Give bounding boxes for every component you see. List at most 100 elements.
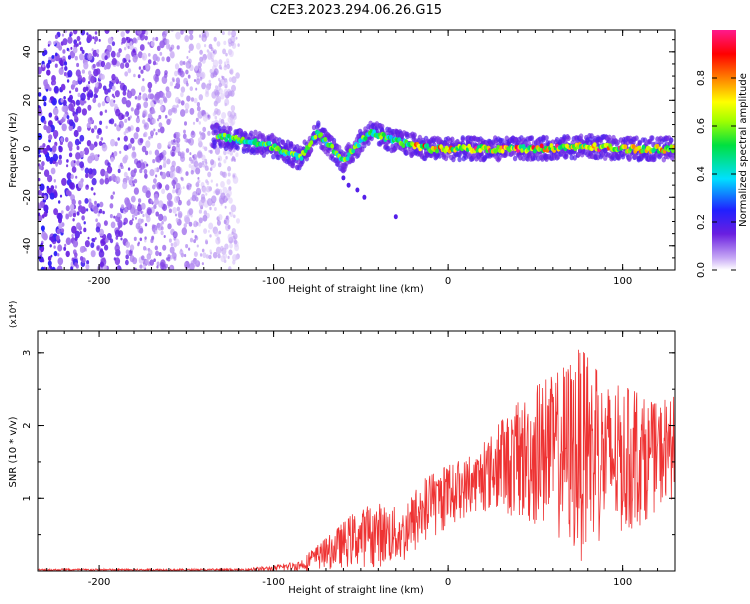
spectrogram-noise-blob xyxy=(38,212,41,217)
spectrogram-noise-blob xyxy=(216,220,221,226)
spectrogram-signal-core xyxy=(478,148,483,153)
spectrogram-signal-halo xyxy=(290,162,296,169)
spectrogram-noise-blob xyxy=(165,184,170,191)
spectrogram-noise-blob xyxy=(209,206,212,211)
spectrogram-signal-halo xyxy=(637,139,642,146)
spectrogram-noise-blob xyxy=(64,66,68,71)
spectrogram-noise-blob xyxy=(49,236,52,241)
spectrogram-noise-blob xyxy=(111,152,114,156)
spectrogram-noise-blob xyxy=(70,46,73,50)
spectrogram-noise-blob xyxy=(43,101,47,107)
spectrogram-noise-blob xyxy=(225,193,231,200)
spectrogram-noise-blob xyxy=(104,171,109,177)
spectrogram-noise-blob xyxy=(215,246,222,255)
spectrogram-noise-blob xyxy=(115,108,121,117)
colorbar: 0.0 0.2 0.4 0.6 0.8 Normalized spectral ampl… xyxy=(696,30,749,278)
spectrogram-noise-blob xyxy=(228,266,232,270)
spectrogram-noise-blob xyxy=(62,49,66,54)
spectrogram-noise-blob xyxy=(196,106,201,112)
spectrogram-noise-blob xyxy=(137,51,143,59)
spectrogram-noise-blob xyxy=(81,215,85,221)
colorbar-tick-label: 0.2 xyxy=(696,214,707,230)
spectrogram-noise-blob xyxy=(170,108,174,113)
spectrogram-noise-blob xyxy=(133,236,137,241)
spectrogram-noise-blob xyxy=(60,98,64,103)
spectrogram-noise-blob xyxy=(45,88,49,92)
spectrogram-noise-blob xyxy=(197,137,202,143)
spectrogram-noise-blob xyxy=(110,221,116,229)
spectrogram-noise-blob xyxy=(47,260,52,267)
spectrogram-noise-blob xyxy=(230,204,237,213)
spectrogram-noise-blob xyxy=(48,87,52,92)
spectrogram-noise-blob xyxy=(75,175,78,179)
spectrogram-noise-blob xyxy=(45,79,48,82)
spectrogram-signal-core xyxy=(401,143,406,149)
spectrogram-noise-blob xyxy=(139,168,143,174)
spectrogram-noise-blob xyxy=(207,114,210,118)
spectrogram-signal-core xyxy=(549,143,554,148)
spectrogram-noise-blob xyxy=(165,38,170,45)
spectrogram-signal-fragment xyxy=(355,187,360,193)
spectrogram-signal-fragment xyxy=(341,175,346,181)
spectrogram-signal-halo xyxy=(460,136,465,143)
spectrogram-noise-blob xyxy=(156,261,160,267)
spectrogram-noise-blob xyxy=(155,36,159,42)
spectrogram-noise-blob xyxy=(64,243,67,247)
spectrogram-noise-blob xyxy=(137,211,140,215)
spectrogram-noise-blob xyxy=(227,255,230,259)
spectrogram-noise-blob xyxy=(195,117,199,123)
spectrogram-noise-blob xyxy=(76,160,80,166)
spectrogram-noise-blob xyxy=(109,214,113,219)
spectrogram-noise-blob xyxy=(207,198,213,207)
spectrogram-noise-blob xyxy=(49,147,53,152)
spectrogram-noise-blob xyxy=(100,74,105,80)
spectrogram-noise-blob xyxy=(159,105,164,112)
spectrogram-noise-blob xyxy=(158,165,163,170)
spectrogram-noise-blob xyxy=(67,141,73,149)
spectrogram-noise-blob xyxy=(188,30,194,35)
spectrogram-noise-blob xyxy=(178,189,181,194)
spectrogram-noise-blob xyxy=(127,126,131,131)
spectrogram-noise-blob xyxy=(72,239,79,248)
spectrogram-noise-blob xyxy=(97,102,102,108)
spectrogram-noise-blob xyxy=(68,103,74,111)
spectrogram-noise-blob xyxy=(67,36,73,44)
spectrogram-noise-blob xyxy=(124,46,127,51)
spectrogram-noise-blob xyxy=(93,125,98,130)
spectrogram-noise-blob xyxy=(153,128,156,132)
spectrogram-noise-blob xyxy=(73,30,78,35)
spectrogram-noise-blob xyxy=(196,42,201,50)
spectrogram-signal-halo xyxy=(607,134,612,141)
spectrogram-noise-blob xyxy=(122,84,127,92)
spectrogram-noise-blob xyxy=(38,66,42,75)
spectrogram-noise-blob xyxy=(115,266,119,270)
spectrogram-noise-blob xyxy=(195,87,198,91)
spectrogram-noise-blob xyxy=(188,43,194,51)
spectrogram-noise-blob xyxy=(216,41,221,47)
spectrogram-noise-blob xyxy=(142,119,146,125)
spectrogram-noise-blob xyxy=(147,93,153,100)
spectrogram-signal-halo xyxy=(337,144,342,151)
spectrogram-noise-blob xyxy=(58,200,61,204)
spectrogram-noise-blob xyxy=(228,197,233,204)
spectrogram-noise-blob xyxy=(202,114,208,122)
spectrogram-noise-blob xyxy=(96,246,100,250)
spectrogram-noise-blob xyxy=(141,210,144,214)
spectrogram-noise-blob xyxy=(125,62,130,69)
spectrogram-noise-blob xyxy=(177,79,181,85)
spectrogram-signal-core xyxy=(309,140,314,146)
spectrogram-signal-halo xyxy=(669,137,674,143)
spectrogram-noise-blob xyxy=(137,74,141,79)
spectrogram-noise-blob xyxy=(180,86,186,93)
spectrogram-noise-blob xyxy=(176,104,179,108)
spectrogram-noise-blob xyxy=(57,212,63,221)
spectrogram-noise-blob xyxy=(98,249,105,258)
spectrogram-signal-core xyxy=(435,148,439,154)
snr-marks xyxy=(38,349,675,571)
spectrogram-noise-blob xyxy=(94,237,97,240)
spectrogram-noise-blob xyxy=(127,116,131,121)
spectrogram-noise-blob xyxy=(198,151,203,159)
spectrogram-noise-blob xyxy=(177,211,183,218)
spectrogram-signal-core xyxy=(669,144,674,150)
spectrogram-noise-blob xyxy=(175,165,181,174)
